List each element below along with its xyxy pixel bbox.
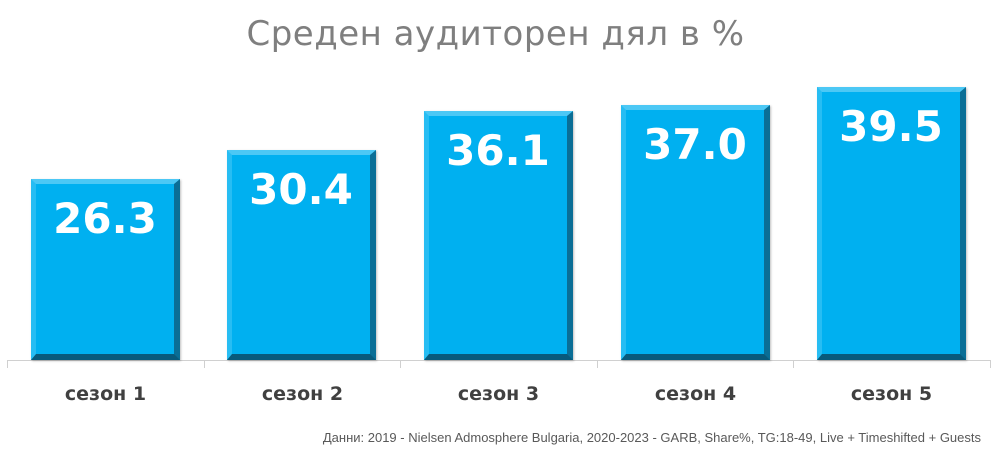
x-axis-tick [597, 360, 598, 368]
bar-value-label: 30.4 [249, 165, 353, 214]
x-axis-tick [7, 360, 8, 368]
category-label: сезон 5 [850, 383, 933, 405]
bar-1: 26.3 [31, 179, 180, 360]
category-label: сезон 4 [654, 383, 737, 405]
bar-value-label: 36.1 [446, 126, 550, 175]
x-axis-tick [204, 360, 205, 368]
bar-5: 39.5 [817, 87, 966, 360]
x-axis-tick [400, 360, 401, 368]
category-label: сезон 2 [261, 383, 344, 405]
source-note: Данни: 2019 - Nielsen Admosphere Bulgari… [322, 430, 981, 445]
bar-value-label: 37.0 [643, 120, 747, 169]
bar-value-label: 39.5 [839, 102, 943, 151]
category-label: сезон 1 [64, 383, 147, 405]
category-label: сезон 3 [457, 383, 540, 405]
bar-4: 37.0 [621, 105, 770, 360]
chart-title: Среден аудиторен дял в % [246, 14, 745, 54]
x-axis-tick [793, 360, 794, 368]
bar-2: 30.4 [227, 150, 376, 360]
x-axis-line [7, 360, 990, 361]
bar-value-label: 26.3 [53, 194, 157, 243]
bar-3: 36.1 [424, 111, 573, 360]
